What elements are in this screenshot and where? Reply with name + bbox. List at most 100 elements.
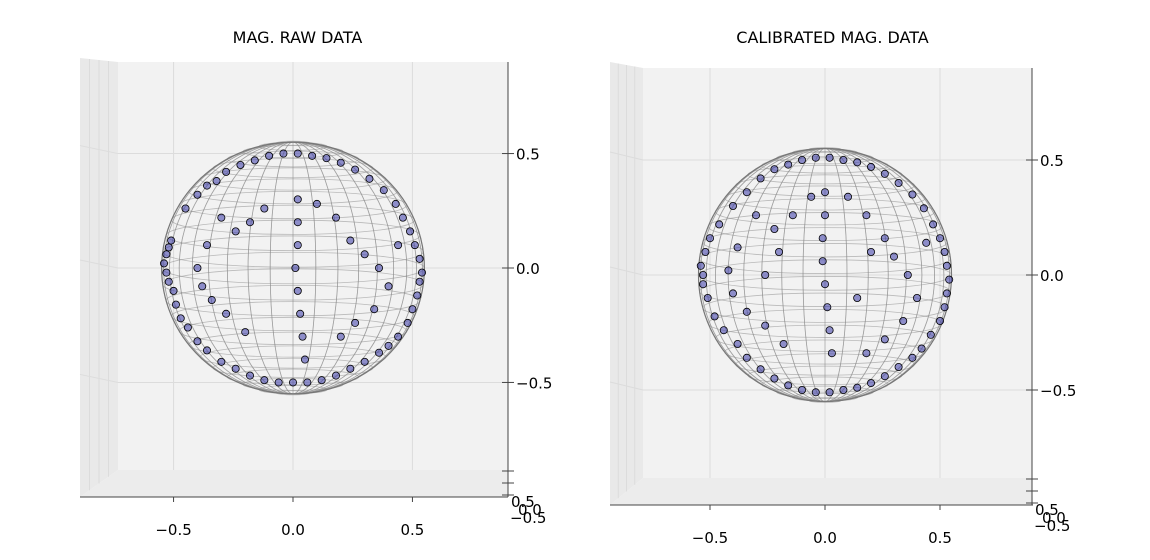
data-point	[942, 261, 951, 270]
data-point	[296, 309, 305, 318]
data-point	[169, 286, 178, 295]
data-point	[940, 247, 949, 256]
data-point	[250, 156, 259, 165]
data-point	[853, 158, 862, 167]
y-tick-label: 0.0	[1042, 509, 1066, 527]
data-point	[710, 312, 719, 321]
data-point	[374, 263, 383, 272]
data-point	[908, 353, 917, 362]
data-point	[728, 289, 737, 298]
data-point	[231, 227, 240, 236]
data-point	[807, 192, 816, 201]
x-tick-label: 0.0	[813, 529, 837, 547]
data-point	[164, 243, 173, 252]
data-point	[202, 241, 211, 250]
data-point	[699, 270, 708, 279]
data-point	[751, 211, 760, 220]
x-tick-label: 0.5	[401, 521, 425, 539]
data-point	[839, 155, 848, 164]
data-point	[894, 178, 903, 187]
data-point	[701, 247, 710, 256]
data-point	[346, 364, 355, 373]
data-point	[779, 339, 788, 348]
data-point	[715, 220, 724, 229]
data-point	[756, 174, 765, 183]
sphere-outline	[161, 141, 425, 395]
data-point	[919, 204, 928, 213]
data-point	[903, 270, 912, 279]
data-point	[866, 247, 875, 256]
data-point	[212, 177, 221, 186]
data-point	[719, 326, 728, 335]
data-point	[384, 341, 393, 350]
data-point	[917, 344, 926, 353]
data-point	[312, 199, 321, 208]
data-point	[291, 263, 300, 272]
data-point	[703, 293, 712, 302]
y-tick-label: −0.5	[1034, 517, 1070, 535]
data-point	[912, 293, 921, 302]
data-point	[351, 165, 360, 174]
data-point	[818, 234, 827, 243]
data-points	[696, 153, 954, 397]
data-point	[293, 286, 302, 295]
data-point	[825, 153, 834, 162]
data-point	[164, 277, 173, 286]
chart-3d-raw: −0.5 0.0 0.50.50.0−0.50.50.0−0.5	[79, 58, 552, 539]
data-point	[370, 305, 379, 314]
data-point	[889, 252, 898, 261]
data-point	[935, 234, 944, 243]
x-tick-label: 0.0	[281, 521, 305, 539]
data-point	[839, 385, 848, 394]
data-point	[171, 300, 180, 309]
data-point	[894, 362, 903, 371]
y-tick-label: −0.5	[510, 509, 546, 527]
data-point	[193, 337, 202, 346]
data-point	[308, 151, 317, 160]
data-point	[336, 158, 345, 167]
x-tick-label: 0.5	[928, 529, 952, 547]
data-point	[394, 241, 403, 250]
data-point	[811, 153, 820, 162]
data-point	[265, 151, 274, 160]
z-tick-label: −0.5	[1040, 382, 1076, 400]
data-points	[159, 149, 426, 387]
data-point	[820, 280, 829, 289]
data-point	[360, 250, 369, 259]
data-point	[929, 220, 938, 229]
data-point	[176, 314, 185, 323]
data-point	[222, 309, 231, 318]
data-point	[159, 259, 168, 268]
data-point	[908, 190, 917, 199]
x-tick-label: −0.5	[155, 521, 191, 539]
data-point	[820, 188, 829, 197]
data-point	[260, 376, 269, 385]
data-point	[336, 332, 345, 341]
data-point	[245, 371, 254, 380]
axes-3d: −0.5 0.0 0.50.50.0−0.50.50.0−0.5	[609, 62, 1076, 547]
data-point	[207, 296, 216, 305]
data-point	[398, 213, 407, 222]
y-tick-label: 0.0	[518, 501, 542, 519]
data-point	[391, 199, 400, 208]
data-point	[379, 186, 388, 195]
data-point	[742, 307, 751, 316]
chart-title: MAG. RAW DATA	[232, 28, 363, 47]
y-tick-label: 0.5	[1035, 501, 1059, 519]
data-point	[322, 154, 331, 163]
data-point	[346, 236, 355, 245]
floor-pane	[610, 478, 1033, 505]
data-point	[742, 353, 751, 362]
data-point	[770, 224, 779, 233]
data-point	[825, 388, 834, 397]
data-point	[303, 378, 312, 387]
data-point	[926, 330, 935, 339]
data-point	[728, 201, 737, 210]
data-point	[293, 149, 302, 158]
data-point	[866, 162, 875, 171]
data-point	[862, 211, 871, 220]
data-point	[733, 243, 742, 252]
data-point	[365, 174, 374, 183]
data-point	[415, 254, 424, 263]
data-point	[853, 383, 862, 392]
